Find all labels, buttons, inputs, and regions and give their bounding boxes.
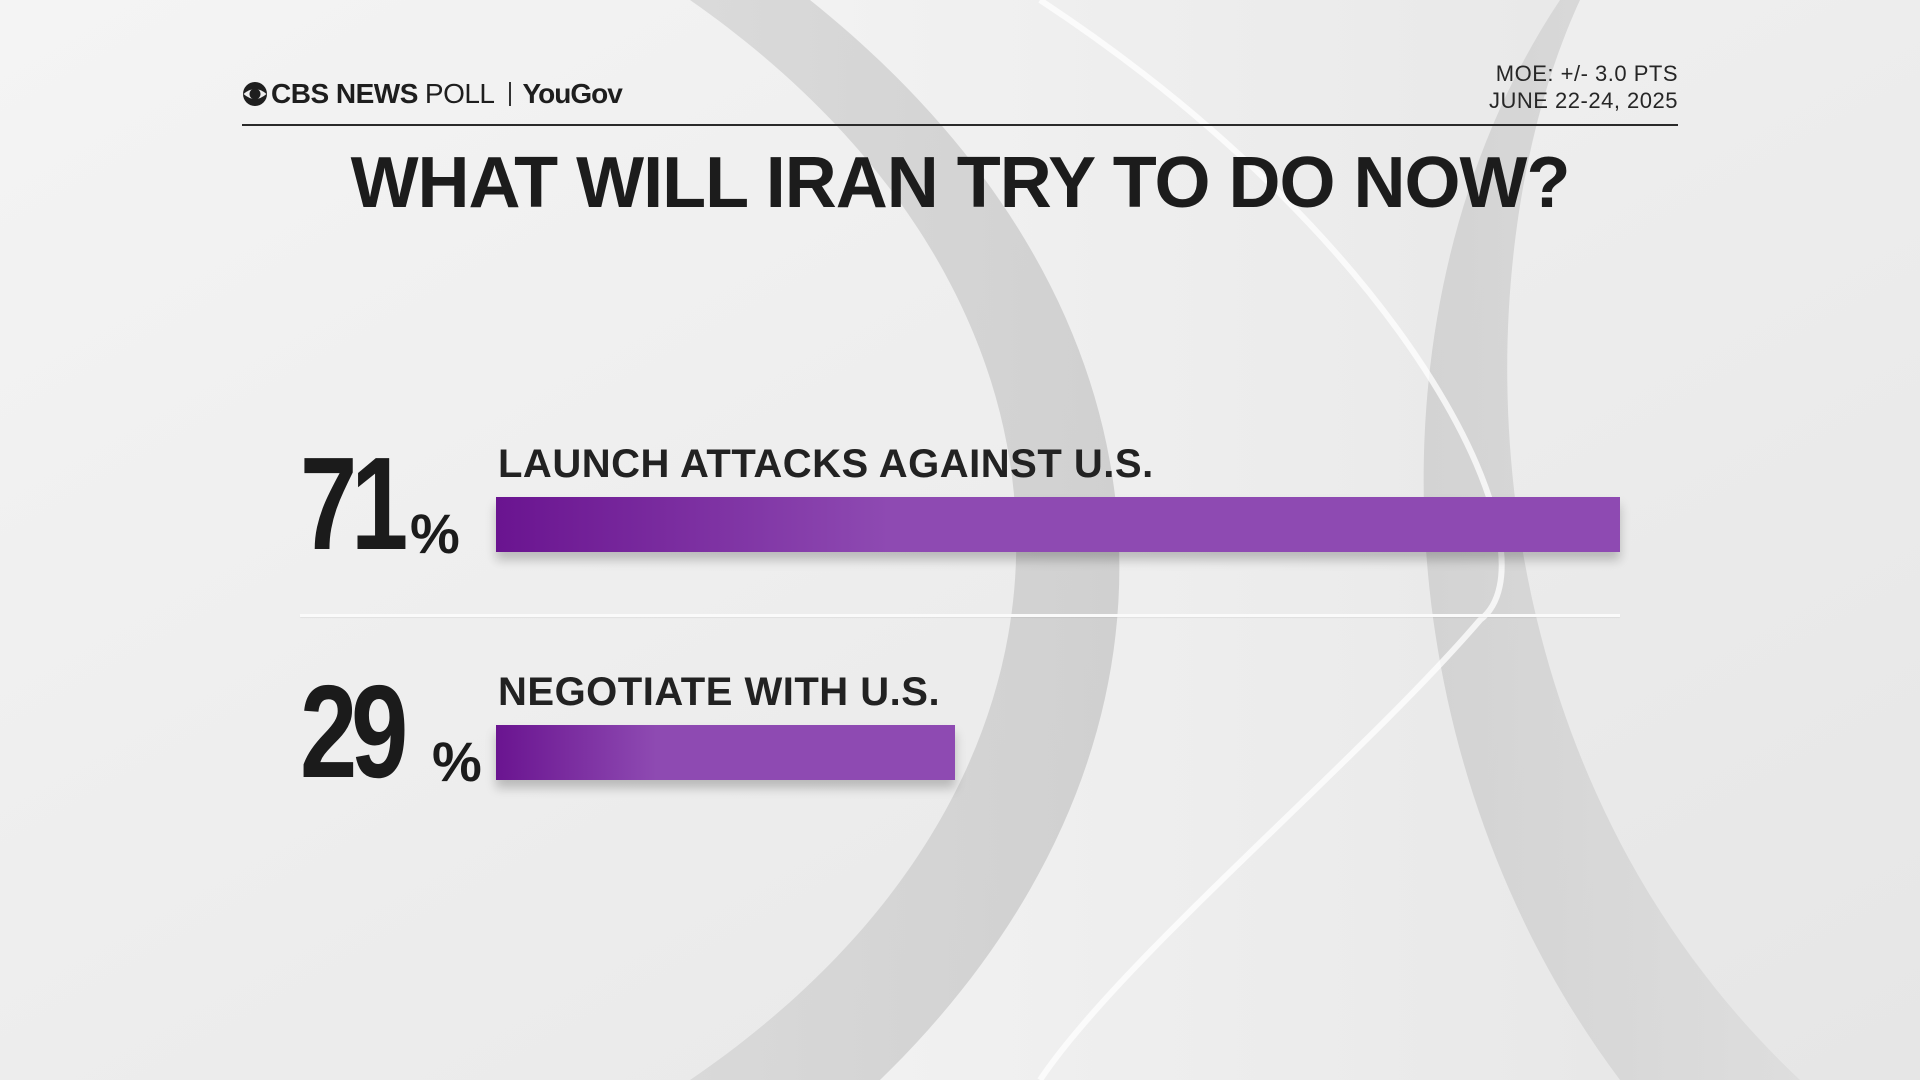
brand-logo: CBS NEWS POLL YouGov xyxy=(242,78,623,110)
brand-partner: YouGov xyxy=(522,78,623,109)
brand-separator xyxy=(508,82,511,106)
brand-poll: POLL xyxy=(424,78,495,109)
margin-of-error: MOE: +/- 3.0 PTS xyxy=(1495,61,1678,86)
poll-meta: MOE: +/- 3.0 PTS JUNE 22-24, 2025 xyxy=(1489,60,1678,114)
row-divider xyxy=(300,614,1620,617)
percent-value: 71% xyxy=(300,430,460,577)
percent-sign: % xyxy=(410,502,460,565)
brand-main: CBS NEWS xyxy=(271,78,418,109)
percent-sign: % xyxy=(432,730,482,793)
category-label: LAUNCH ATTACKS AGAINST U.S. xyxy=(498,442,1154,486)
percent-number: 71 xyxy=(300,430,408,577)
bar xyxy=(496,725,955,780)
chart-title: WHAT WILL IRAN TRY TO DO NOW? xyxy=(350,143,1571,223)
header: CBS NEWS POLL YouGov MOE: +/- 3.0 PTS JU… xyxy=(242,58,1678,126)
percent-number: 29 xyxy=(300,658,408,805)
poll-dates: JUNE 22-24, 2025 xyxy=(1489,88,1678,113)
category-label: NEGOTIATE WITH U.S. xyxy=(498,670,941,714)
bar xyxy=(496,497,1620,552)
cbs-eye-icon xyxy=(243,82,267,106)
percent-value: 29% xyxy=(300,658,482,805)
